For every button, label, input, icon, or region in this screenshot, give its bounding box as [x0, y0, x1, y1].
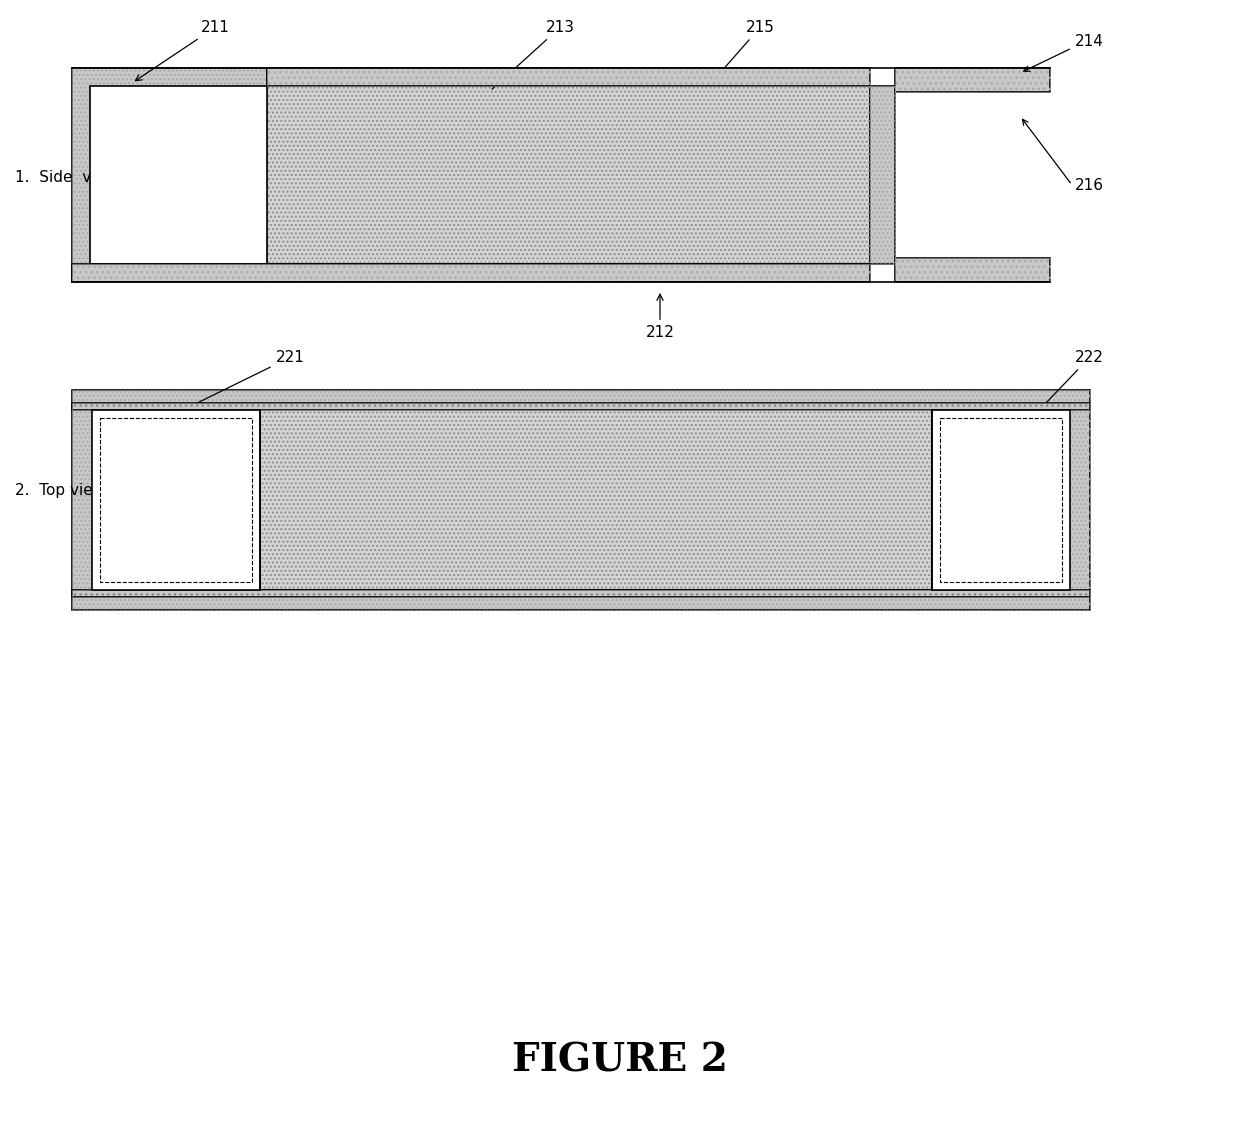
Bar [72, 68, 267, 282]
Text: 2.  Top view: 2. Top view [15, 482, 105, 498]
Bar [895, 259, 1050, 282]
Text: 211: 211 [135, 20, 229, 80]
Bar [72, 590, 1090, 597]
Bar [267, 86, 870, 264]
Bar [895, 259, 1050, 282]
Bar [92, 410, 260, 590]
Bar [267, 68, 870, 86]
Bar [72, 264, 870, 282]
Bar [932, 410, 1070, 590]
Bar [940, 418, 1061, 583]
Bar [91, 86, 267, 264]
Bar [260, 410, 932, 590]
Bar [72, 390, 1090, 610]
Bar [72, 68, 267, 282]
Bar [895, 68, 1050, 91]
Text: 212: 212 [646, 295, 675, 340]
Bar [72, 403, 1090, 410]
Text: 222: 222 [985, 350, 1104, 467]
Text: 221: 221 [145, 350, 305, 429]
Bar [100, 418, 252, 583]
Bar [267, 68, 870, 86]
Bar [72, 590, 1090, 597]
Bar [72, 264, 870, 282]
Bar [870, 86, 895, 264]
Text: 215: 215 [722, 20, 775, 71]
Text: 213: 213 [492, 20, 574, 89]
Bar [72, 390, 1090, 610]
Bar [267, 86, 870, 264]
Text: 214: 214 [1075, 35, 1104, 50]
Text: FIGURE 2: FIGURE 2 [512, 1041, 728, 1079]
Text: 216: 216 [1075, 177, 1104, 193]
Text: 1.  Side  view: 1. Side view [15, 170, 118, 185]
Bar [72, 403, 1090, 410]
Bar [260, 410, 932, 590]
Bar [895, 68, 1050, 91]
Bar [870, 86, 895, 264]
